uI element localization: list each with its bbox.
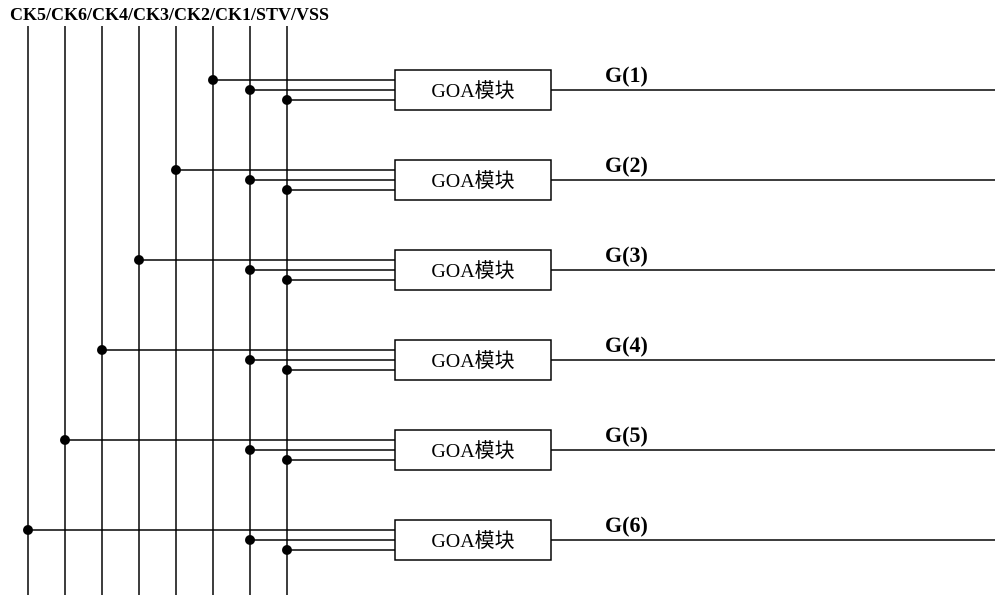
tap-dot-row2-tap1 [245,265,255,275]
tap-dot-row3-tap1 [245,355,255,365]
goa-module-label-3: GOA模块 [431,259,514,282]
output-label-6: G(6) [605,512,648,537]
goa-module-label-4: GOA模块 [431,349,514,372]
tap-dot-row5-tap2 [282,545,292,555]
tap-dot-row3-tap2 [282,365,292,375]
goa-cascade-diagram: CK5/CK6/CK4/CK3/CK2/CK1/STV/VSS GOA模块 G(1)… [0,0,1000,595]
goa-module-label-1: GOA模块 [431,79,514,102]
output-label-4: G(4) [605,332,648,357]
tap-dot-row5-tap1 [245,535,255,545]
tap-dot-row4-tap2 [282,455,292,465]
output-label-5: G(5) [605,422,648,447]
tap-dot-row3-tap0 [97,345,107,355]
tap-dot-row2-tap2 [282,275,292,285]
goa-module-label-5: GOA模块 [431,439,514,462]
output-label-3: G(3) [605,242,648,267]
tap-dot-row1-tap2 [282,185,292,195]
output-label-2: G(2) [605,152,648,177]
header-signal-list: CK5/CK6/CK4/CK3/CK2/CK1/STV/VSS [10,4,329,24]
tap-dot-row5-tap0 [23,525,33,535]
tap-dot-row0-tap1 [245,85,255,95]
tap-dot-row0-tap0 [208,75,218,85]
tap-dot-row0-tap2 [282,95,292,105]
goa-module-label-6: GOA模块 [431,529,514,552]
tap-dot-row1-tap0 [171,165,181,175]
output-label-1: G(1) [605,62,648,87]
tap-dot-row4-tap1 [245,445,255,455]
goa-module-label-2: GOA模块 [431,169,514,192]
tap-dot-row1-tap1 [245,175,255,185]
tap-dot-row4-tap0 [60,435,70,445]
tap-dot-row2-tap0 [134,255,144,265]
